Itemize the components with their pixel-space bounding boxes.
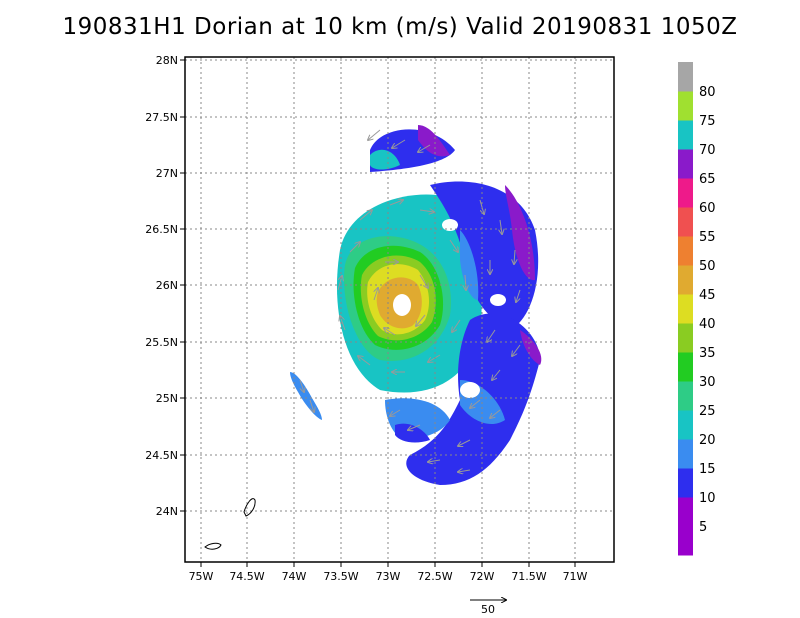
- colorbar-segment: [678, 62, 693, 92]
- lon-labels: 75W 74.5W 74W 73.5W 73W 72.5W 72W 71.5W …: [189, 570, 588, 583]
- colorbar-segment: [678, 149, 693, 179]
- colorbar-label: 35: [699, 346, 716, 361]
- colorbar-segment: [678, 178, 693, 208]
- colorbar-label: 25: [699, 404, 716, 419]
- colorbar-label: 80: [699, 85, 716, 100]
- lat-label: 24N: [156, 505, 178, 518]
- lon-label: 73W: [376, 570, 401, 583]
- colorbar-segment: [678, 207, 693, 237]
- lat-labels: 28N 27.5N 27N 26.5N 26N 25.5N 25N 24.5N …: [145, 54, 178, 518]
- lon-label: 73.5W: [323, 570, 358, 583]
- island-outline-1: [243, 498, 256, 517]
- lat-label: 26N: [156, 279, 178, 292]
- colorbar-label: 45: [699, 288, 716, 303]
- plot-frame: [184, 56, 615, 563]
- lon-label: 74W: [282, 570, 307, 583]
- lon-label: 71W: [563, 570, 588, 583]
- colorbar-segment: [678, 497, 693, 527]
- colorbar-segment: [678, 468, 693, 498]
- lat-label: 28N: [156, 54, 178, 67]
- island-outline-2: [204, 542, 222, 550]
- colorbar-segment: [678, 91, 693, 121]
- coastlines: [204, 498, 256, 550]
- colorbar-label: 10: [699, 491, 716, 506]
- colorbar-segment: [678, 236, 693, 266]
- colorbar-label: 30: [699, 375, 716, 390]
- colorbar-segment: [678, 294, 693, 324]
- wind-field: [290, 125, 542, 485]
- lat-label: 26.5N: [145, 223, 178, 236]
- colorbar-label: 20: [699, 433, 716, 448]
- colorbar-label: 60: [699, 201, 716, 216]
- wind-vectors: [299, 129, 521, 472]
- lon-label: 72W: [470, 570, 495, 583]
- storm-eye: [393, 294, 411, 316]
- colorbar-segment: [678, 410, 693, 440]
- lon-label: 75W: [189, 570, 214, 583]
- colorbar-segment: [678, 381, 693, 411]
- colorbar-segment: [678, 526, 693, 556]
- colorbar-label: 40: [699, 317, 716, 332]
- lat-label: 27N: [156, 167, 178, 180]
- lat-label: 25N: [156, 392, 178, 405]
- lat-label: 24.5N: [145, 449, 178, 462]
- wind-region-west: [290, 372, 322, 420]
- lon-label: 74.5W: [229, 570, 264, 583]
- colorbar-labels: 5 10 15 20 25 30 35 40 45 50 55 60 65 70 75 80: [699, 85, 716, 535]
- colorbar: [678, 62, 693, 556]
- colorbar-label: 55: [699, 230, 716, 245]
- lat-label: 25.5N: [145, 336, 178, 349]
- colorbar-label: 65: [699, 172, 716, 187]
- map-grid: [185, 57, 614, 562]
- colorbar-segment: [678, 120, 693, 150]
- colorbar-label: 75: [699, 114, 716, 129]
- colorbar-segment: [678, 352, 693, 382]
- colorbar-label: 15: [699, 462, 716, 477]
- reference-vector-label: 50: [481, 603, 495, 616]
- colorbar-label: 5: [699, 520, 707, 535]
- colorbar-label: 70: [699, 143, 716, 158]
- colorbar-segment: [678, 323, 693, 353]
- colorbar-label: 50: [699, 259, 716, 274]
- colorbar-segment: [678, 439, 693, 469]
- lon-label: 71.5W: [511, 570, 546, 583]
- lon-label: 72.5W: [417, 570, 452, 583]
- map-title: 190831H1 Dorian at 10 km (m/s) Valid 201…: [62, 14, 738, 40]
- lat-label: 27.5N: [145, 111, 178, 124]
- colorbar-segment: [678, 265, 693, 295]
